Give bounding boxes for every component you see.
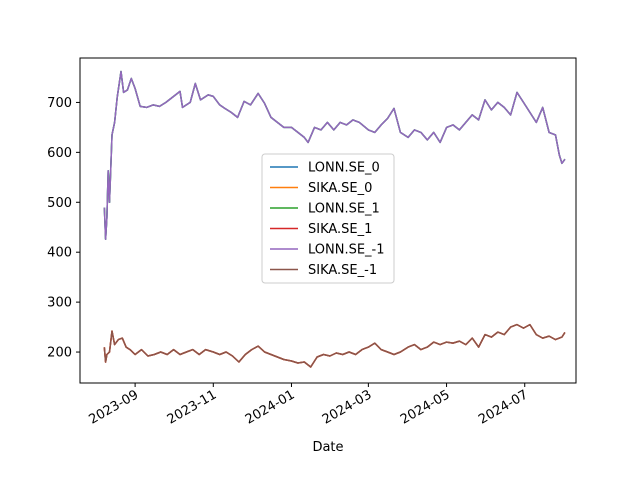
legend-label-0: LONN.SE_0 xyxy=(308,161,380,176)
legend-label-1: SIKA.SE_0 xyxy=(308,181,372,196)
series-line-4 xyxy=(103,70,566,240)
y-tick-label-1: 300 xyxy=(47,296,72,311)
x-axis-label: Date xyxy=(312,440,343,455)
y-tick-label-4: 600 xyxy=(47,146,72,161)
legend-label-2: LONN.SE_1 xyxy=(308,202,380,217)
y-tick-label-2: 400 xyxy=(47,246,72,261)
y-axis: 200 300 400 500 600 700 xyxy=(47,96,80,361)
series-line-5 xyxy=(103,323,566,368)
y-tick-label-3: 500 xyxy=(47,196,72,211)
plot-frame xyxy=(79,57,577,384)
legend-label-5: SIKA.SE_-1 xyxy=(308,263,377,278)
legend-label-4: LONN.SE_-1 xyxy=(308,243,385,258)
legend-box xyxy=(261,153,395,284)
legend: LONN.SE_0 SIKA.SE_0 LONN.SE_1 SIKA.SE_1 LONN… xyxy=(261,153,395,284)
y-tick-label-0: 200 xyxy=(47,346,72,361)
series-lines xyxy=(103,70,566,368)
y-tick-label-5: 700 xyxy=(47,96,72,111)
legend-label-3: SIKA.SE_1 xyxy=(308,222,372,237)
